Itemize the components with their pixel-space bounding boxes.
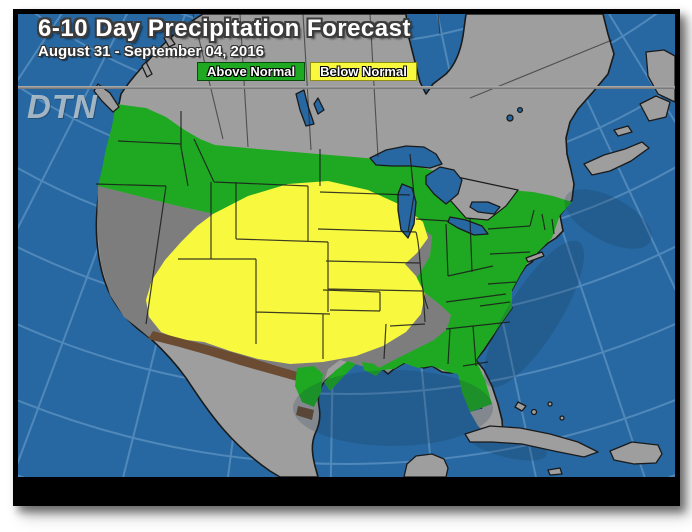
region-below-normal: [146, 181, 428, 364]
bottom-black-strip: [18, 477, 675, 501]
header-divider: [18, 86, 675, 89]
legend-above-normal: Above Normal: [197, 62, 306, 81]
forecast-image-frame: 6-10 Day Precipitation Forecast August 3…: [13, 9, 680, 506]
region-above-normal-patches: [295, 361, 382, 407]
legend-below-normal: Below Normal: [310, 62, 417, 81]
region-border-brown: [148, 331, 314, 420]
state-borders: [95, 111, 555, 367]
dtn-logo: DTN: [27, 88, 98, 125]
page-title: 6-10 Day Precipitation Forecast: [38, 15, 411, 42]
islands: [93, 33, 675, 477]
coastal-shading: [293, 189, 652, 461]
legend: Above Normal Below Normal: [197, 62, 417, 81]
map-svg: [18, 14, 675, 477]
forecast-map: 6-10 Day Precipitation Forecast August 3…: [18, 14, 675, 477]
date-range: August 31 - September 04, 2016: [38, 43, 264, 60]
